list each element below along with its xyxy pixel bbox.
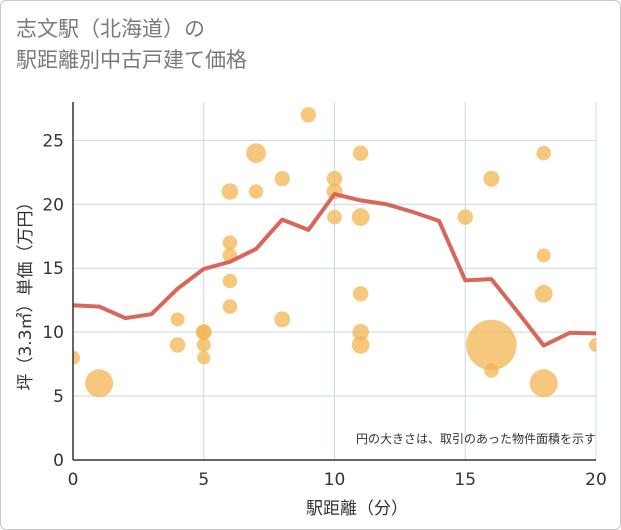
average-price-line <box>73 192 596 348</box>
x-tick-label-10: 10 <box>324 470 346 490</box>
x-tick-label-5: 5 <box>198 470 209 490</box>
bubble-point-13 <box>246 143 266 164</box>
bubble-point-21 <box>352 145 369 161</box>
bubble-point-20 <box>327 209 342 225</box>
bubble-point-17 <box>300 107 317 123</box>
bubble-point-9 <box>222 235 238 250</box>
chart-title-line-1: 志文駅（北海道）の <box>16 17 205 41</box>
bubble-point-12 <box>222 299 238 314</box>
bubble-point-32 <box>534 284 553 303</box>
x-tick-label-0: 0 <box>68 470 79 490</box>
tick-labels: 0 5 10 15 20 0 5 10 15 20 25 <box>42 131 606 490</box>
average-line-series <box>73 192 596 348</box>
bubble-point-8 <box>221 183 239 200</box>
y-tick-label-25: 25 <box>42 131 64 151</box>
bubble-point-34 <box>589 337 596 352</box>
bubble-point-25 <box>351 336 370 354</box>
bubble-series <box>73 107 596 398</box>
bubble-point-5 <box>196 325 211 340</box>
bubble-point-18 <box>326 171 343 187</box>
bubble-point-11 <box>222 273 238 289</box>
bubble-point-29 <box>484 363 499 378</box>
bubble-point-22 <box>351 208 370 226</box>
chart-title-line-2: 駅距離別中古戸建て価格 <box>16 48 247 72</box>
x-axis-label: 駅距離（分） <box>306 499 408 519</box>
grid-lines <box>73 102 597 460</box>
bubble-point-14 <box>248 184 264 199</box>
bubble-point-33 <box>529 369 558 398</box>
bubble-point-3 <box>169 337 186 353</box>
y-tick-label-10: 10 <box>42 323 64 343</box>
x-tick-label-15: 15 <box>454 470 476 490</box>
bubble-point-26 <box>457 209 473 225</box>
y-tick-label-20: 20 <box>42 195 64 215</box>
bubble-size-note: 円の大きさは、取引のあった物件面積を示す <box>356 431 596 446</box>
bubble-point-31 <box>536 248 551 263</box>
bubble-point-27 <box>483 170 500 187</box>
bubble-point-7 <box>197 351 211 365</box>
x-tick-label-20: 20 <box>585 470 607 490</box>
bubble-point-0 <box>73 350 80 365</box>
axes <box>72 102 596 461</box>
bubble-point-2 <box>170 312 185 327</box>
bubble-point-1 <box>85 369 114 398</box>
y-tick-label-0: 0 <box>53 451 64 471</box>
bubble-point-30 <box>536 145 551 161</box>
bubble-point-16 <box>274 311 291 328</box>
bubble-point-24 <box>352 323 369 341</box>
y-tick-label-5: 5 <box>53 387 64 407</box>
chart-title: 志文駅（北海道）の 駅距離別中古戸建て価格 <box>16 14 247 76</box>
bubble-point-28 <box>466 319 517 371</box>
y-tick-label-15: 15 <box>42 259 64 279</box>
y-axis-label: 坪（3.3㎡）単価（万円） <box>16 193 36 390</box>
bubble-point-23 <box>352 286 369 302</box>
bubble-point-6 <box>196 337 211 352</box>
bubble-point-15 <box>274 171 290 187</box>
